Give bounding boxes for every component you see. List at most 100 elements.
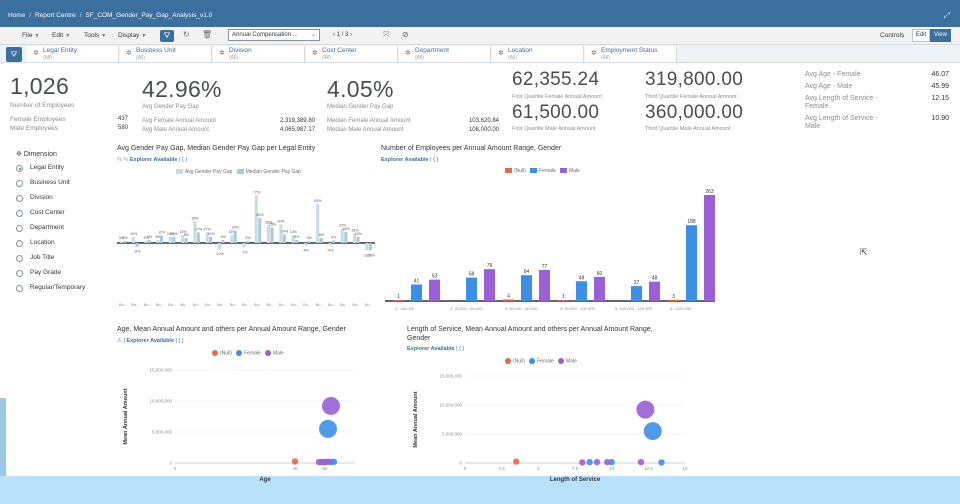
next-page-icon[interactable]: › <box>350 32 353 38</box>
kpi-q1f-label: First Quartile Female Annual Amount <box>512 94 602 100</box>
radio-button[interactable] <box>16 210 23 217</box>
chart2-bar <box>466 277 477 301</box>
chart1-explorer-link[interactable]: Explorer Available <box>129 157 178 163</box>
edit-menu-label: Edit <box>52 32 64 39</box>
legend-null-label: (Null) <box>514 168 526 174</box>
filter-panel-icon[interactable]: ⛛ <box>6 47 22 62</box>
display-menu[interactable]: Display ▼ <box>118 32 146 39</box>
filter-legal-entity[interactable]: ✲ Legal Entity (All) <box>27 46 119 62</box>
page-selector-value: Annual Compensation ... <box>232 32 298 38</box>
filter-cost-center[interactable]: ✲ Cost Center (All) <box>306 46 398 62</box>
prev-page-icon[interactable]: ‹ <box>333 32 335 38</box>
chart1-bar <box>340 228 344 243</box>
comment-icon[interactable]: { } <box>178 338 184 344</box>
chart1-explorer[interactable]: % % Explorer Available | { } <box>117 157 188 163</box>
filter-employment-status[interactable]: ✲ Employment Status (All) <box>585 46 677 62</box>
y-axis-title: Mean Annual Amount <box>413 391 419 447</box>
file-menu[interactable]: File ▼ <box>22 32 39 39</box>
chart1-category-label: Bo... <box>365 302 373 307</box>
scatter-point <box>604 458 611 466</box>
tools-menu[interactable]: Tools ▼ <box>84 32 106 39</box>
edit-button[interactable]: Edit <box>912 29 930 42</box>
dimension-option[interactable]: Legal Entity <box>16 164 136 174</box>
filter-icon: ✲ <box>498 50 504 57</box>
explore-icon[interactable]: ⊘ <box>402 30 409 39</box>
chart1-data-label: 10% <box>207 232 215 236</box>
chart3-explorer[interactable]: ⚠ | Explorer Available | { } <box>117 338 184 344</box>
filter-icon: ✲ <box>219 50 225 57</box>
dimension-option[interactable]: Pay Grade <box>16 269 136 279</box>
filter-department[interactable]: ✲ Department (All) <box>399 46 491 62</box>
avg-female-label: Avg Female Annual Amount <box>142 118 216 124</box>
chart3-explorer-link[interactable]: Explorer Available <box>126 338 175 344</box>
chart2-bar <box>704 195 715 301</box>
dimension-option-label: Cost Center <box>30 209 65 216</box>
legend-female-label: Female <box>539 168 556 174</box>
chart1-bar <box>316 203 320 243</box>
fit-icon[interactable]: ⤧ <box>383 30 390 39</box>
chart4-explorer-link[interactable]: Explorer Available <box>407 346 455 352</box>
filter-value: (All) <box>43 55 52 61</box>
delete-icon[interactable]: 🗑 <box>202 30 213 39</box>
radio-button[interactable] <box>16 195 23 202</box>
radio-button[interactable] <box>16 285 23 292</box>
radio-button[interactable] <box>16 240 23 247</box>
chart1-category-label: Bo... <box>328 302 336 307</box>
chart2-data-label: 53 <box>432 274 438 280</box>
dimension-option[interactable]: Business Unit <box>16 179 136 189</box>
female-employees-label: Female Employees <box>10 116 66 123</box>
dimension-option-label: Location <box>30 239 55 246</box>
y-tick-label: 5,000,000 <box>442 432 463 437</box>
kpi-q1f-value: 62,355.24 <box>512 69 600 90</box>
comment-icon[interactable]: { } <box>181 157 188 163</box>
dimension-option[interactable]: Cost Center <box>16 209 136 219</box>
chart2-category-label: 2: 40,000 - 60,000 <box>450 306 483 311</box>
filter-icon[interactable]: ⛛ <box>160 30 174 42</box>
legend-male-label: Male <box>565 358 577 365</box>
radio-button[interactable] <box>16 255 23 262</box>
chart2-legend: (Null) Female Male <box>505 168 580 174</box>
radio-button[interactable] <box>16 180 23 187</box>
chart1-bar <box>168 236 172 243</box>
x-tick-label: 0 <box>464 466 467 471</box>
chart1-data-label: -12% <box>363 253 372 257</box>
chart1-data-label: 25% <box>269 223 277 227</box>
chart4-title-line2: Gender <box>407 335 431 342</box>
refresh-icon[interactable]: ↻ <box>183 30 190 39</box>
radio-button[interactable] <box>16 270 23 277</box>
chart2-explorer-link[interactable]: Explorer Available <box>381 157 429 163</box>
dimension-option[interactable]: Job Title <box>16 254 136 264</box>
comment-icon[interactable]: { } <box>459 346 465 352</box>
edit-menu[interactable]: Edit ▼ <box>52 32 70 39</box>
chart1-bar <box>365 243 369 251</box>
page-selector[interactable]: Annual Compensation ... ⌄ <box>228 29 320 41</box>
kpi-q3m-label: Third Quartile Male Annual Amount <box>645 126 731 132</box>
filter-location[interactable]: ✲ Location (All) <box>492 46 584 62</box>
fullscreen-icon[interactable]: ⤢ <box>943 11 950 20</box>
dimension-option[interactable]: Location <box>16 239 136 249</box>
dimension-option-label: Business Unit <box>30 179 70 186</box>
filter-division[interactable]: ✲ Division (All) <box>213 46 305 62</box>
view-button[interactable]: View <box>930 29 951 42</box>
page-pager[interactable]: ‹ 1 / 3 › <box>333 32 352 38</box>
breadcrumb-report-centre[interactable]: Report Centre <box>34 12 76 19</box>
chart4-explorer[interactable]: Explorer Available | { } <box>407 346 465 352</box>
dimension-option[interactable]: Regular/Temporary <box>16 284 136 294</box>
chart1-bar <box>233 230 237 243</box>
kpi-median-gap-label: Median Gender Pay Gap <box>327 104 394 110</box>
radio-button[interactable] <box>16 165 23 172</box>
chevron-down-icon: ▼ <box>34 33 40 39</box>
dimension-option[interactable]: Division <box>16 194 136 204</box>
breadcrumb-home[interactable]: Home <box>8 12 26 19</box>
chart1-data-label: 5% <box>221 235 227 239</box>
legend-male-swatch <box>559 168 567 174</box>
radio-button[interactable] <box>16 225 23 232</box>
chart1-bar <box>344 231 348 243</box>
chart2-explorer[interactable]: Explorer Available | { } <box>381 157 439 163</box>
chart1-data-label: 4% <box>331 236 337 240</box>
female-employees-value: 437 <box>117 116 128 122</box>
filter-business-unit[interactable]: ✲ Business Unit (All) <box>120 46 212 62</box>
comment-icon[interactable]: { } <box>433 157 439 163</box>
dimension-option[interactable]: Department <box>16 224 136 234</box>
controls-link[interactable]: Controls <box>880 32 905 39</box>
